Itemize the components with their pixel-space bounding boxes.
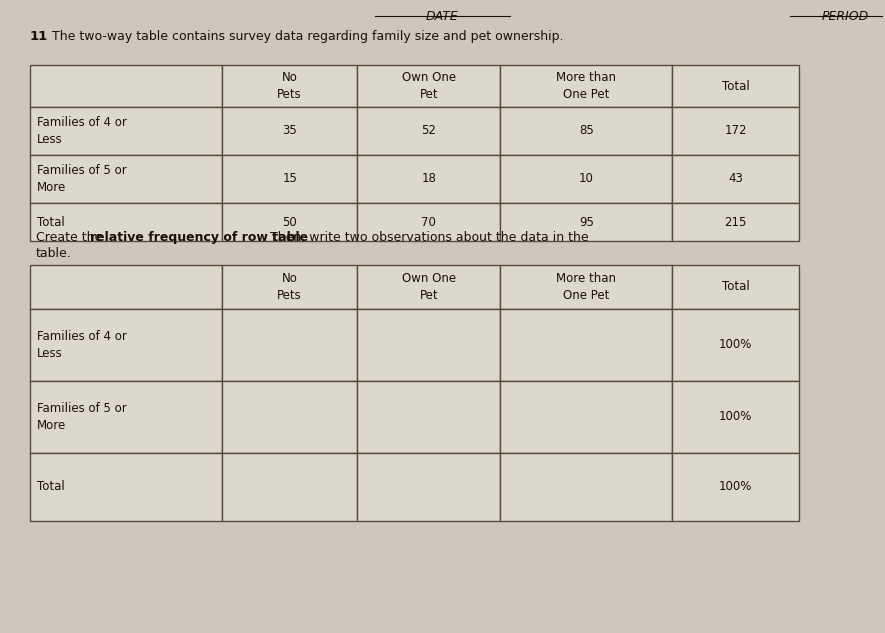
Bar <box>672 65 799 107</box>
Text: 172: 172 <box>724 125 747 137</box>
Bar <box>222 381 358 453</box>
Text: Families of 5 or
More: Families of 5 or More <box>37 402 127 432</box>
Bar <box>30 65 222 107</box>
Text: 18: 18 <box>421 173 436 185</box>
Text: Families of 4 or
Less: Families of 4 or Less <box>37 330 127 360</box>
Bar <box>30 381 222 453</box>
Text: Families of 5 or
More: Families of 5 or More <box>37 164 127 194</box>
Bar <box>358 155 500 203</box>
Bar <box>358 265 500 309</box>
Text: 215: 215 <box>724 215 747 229</box>
Bar <box>222 203 358 241</box>
Text: 11: 11 <box>30 30 49 43</box>
Text: 52: 52 <box>421 125 436 137</box>
Text: Total: Total <box>721 280 750 294</box>
Bar <box>500 107 672 155</box>
Bar <box>500 155 672 203</box>
Text: More than
One Pet: More than One Pet <box>557 71 616 101</box>
Text: 50: 50 <box>282 215 297 229</box>
Text: Total: Total <box>721 80 750 92</box>
Bar <box>358 453 500 521</box>
Bar <box>500 381 672 453</box>
Bar <box>30 309 222 381</box>
Bar <box>500 265 672 309</box>
Bar <box>222 65 358 107</box>
Text: . Then, write two observations about the data in the: . Then, write two observations about the… <box>263 231 589 244</box>
Bar <box>672 453 799 521</box>
Bar <box>222 309 358 381</box>
Text: No
Pets: No Pets <box>277 272 302 302</box>
Bar <box>500 65 672 107</box>
Bar <box>30 265 222 309</box>
Text: No
Pets: No Pets <box>277 71 302 101</box>
Bar <box>222 107 358 155</box>
Text: Own One
Pet: Own One Pet <box>402 272 456 302</box>
Bar <box>672 107 799 155</box>
Bar <box>358 309 500 381</box>
Text: 100%: 100% <box>719 480 752 494</box>
Text: Total: Total <box>37 480 65 494</box>
Bar <box>672 203 799 241</box>
Text: 100%: 100% <box>719 410 752 423</box>
Text: Families of 4 or
Less: Families of 4 or Less <box>37 116 127 146</box>
Text: 100%: 100% <box>719 339 752 351</box>
Bar <box>358 65 500 107</box>
Bar <box>30 155 222 203</box>
Text: Total: Total <box>37 215 65 229</box>
Text: DATE: DATE <box>426 10 458 23</box>
Text: 85: 85 <box>579 125 594 137</box>
Bar <box>222 265 358 309</box>
Text: table.: table. <box>36 247 72 260</box>
Bar <box>672 155 799 203</box>
Text: More than
One Pet: More than One Pet <box>557 272 616 302</box>
Text: The two-way table contains survey data regarding family size and pet ownership.: The two-way table contains survey data r… <box>52 30 564 43</box>
Bar <box>30 203 222 241</box>
Text: 35: 35 <box>282 125 297 137</box>
Bar <box>358 203 500 241</box>
Bar <box>672 265 799 309</box>
Text: 10: 10 <box>579 173 594 185</box>
Text: PERIOD: PERIOD <box>821 10 868 23</box>
Bar <box>222 453 358 521</box>
Bar <box>222 155 358 203</box>
Text: 15: 15 <box>282 173 297 185</box>
Bar <box>672 309 799 381</box>
Text: relative frequency of row table: relative frequency of row table <box>90 231 309 244</box>
Text: 43: 43 <box>728 173 743 185</box>
Text: Create the: Create the <box>36 231 106 244</box>
Text: 95: 95 <box>579 215 594 229</box>
Bar <box>500 309 672 381</box>
Text: Own One
Pet: Own One Pet <box>402 71 456 101</box>
Bar <box>358 107 500 155</box>
Bar <box>30 107 222 155</box>
Bar <box>358 381 500 453</box>
Bar <box>500 203 672 241</box>
Bar <box>30 453 222 521</box>
Bar <box>672 381 799 453</box>
Text: 70: 70 <box>421 215 436 229</box>
Bar <box>500 453 672 521</box>
